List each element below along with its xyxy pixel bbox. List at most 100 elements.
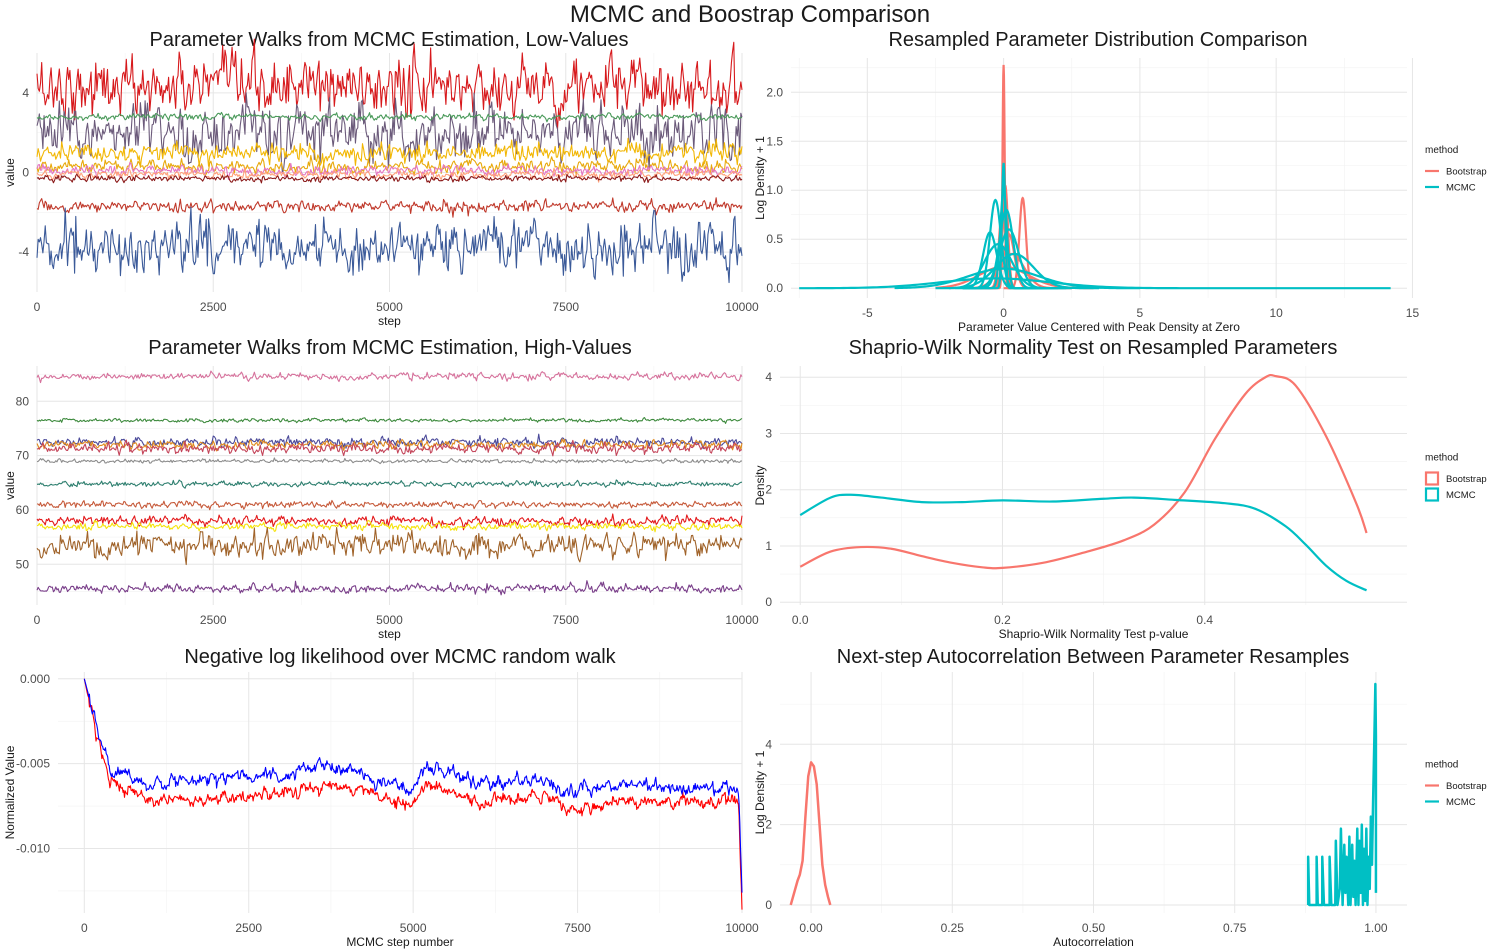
series-group bbox=[799, 373, 1368, 592]
x-tick-label: 10000 bbox=[725, 300, 759, 314]
y-tick-label: 70 bbox=[16, 449, 30, 463]
series-group bbox=[36, 370, 743, 596]
y-axis-label: value bbox=[3, 471, 17, 500]
series-group bbox=[36, 38, 743, 284]
x-tick-label: 7500 bbox=[552, 300, 579, 314]
x-axis-label: Shaprio-Wilk Normality Test p-value bbox=[999, 627, 1189, 641]
y-tick-label: 2 bbox=[765, 818, 772, 832]
legend-label-mcmc: MCMC bbox=[1446, 797, 1476, 808]
series-line-3 bbox=[36, 438, 743, 452]
chart-title: Parameter Walks from MCMC Estimation, Lo… bbox=[149, 29, 628, 51]
density-curve-mcmc bbox=[949, 243, 1072, 290]
y-tick-label: 80 bbox=[16, 394, 30, 408]
series-line-0 bbox=[799, 373, 1368, 570]
legend-title: method bbox=[1425, 145, 1458, 156]
series-line-11 bbox=[36, 580, 743, 596]
series-line-1 bbox=[799, 493, 1368, 592]
series-line-4 bbox=[36, 439, 743, 457]
legend-key-bootstrap bbox=[1424, 471, 1440, 486]
series-line-1 bbox=[36, 417, 743, 424]
y-tick-label: 1.0 bbox=[766, 183, 783, 197]
series-line-0 bbox=[83, 678, 743, 910]
chart-title: Next-step Autocorrelation Between Parame… bbox=[837, 646, 1349, 668]
x-tick-label: 0.4 bbox=[1196, 613, 1213, 627]
legend-key-mcmc bbox=[1424, 487, 1440, 502]
series-line-5 bbox=[36, 457, 743, 465]
y-tick-label: 60 bbox=[16, 503, 30, 517]
x-tick-label: -5 bbox=[862, 306, 873, 320]
series-line-9 bbox=[36, 519, 743, 533]
series-line-7 bbox=[36, 499, 743, 511]
y-tick-label: 2 bbox=[765, 483, 772, 497]
main-title: MCMC and Boostrap Comparison bbox=[569, 1, 931, 28]
x-tick-label: 10000 bbox=[725, 921, 759, 935]
series-line-7 bbox=[36, 173, 743, 184]
y-tick-label: -0.005 bbox=[16, 757, 50, 771]
y-tick-label: 2.0 bbox=[766, 85, 783, 99]
series-line-1 bbox=[1306, 682, 1378, 907]
series-line-2 bbox=[36, 111, 743, 123]
x-tick-label: 0 bbox=[34, 613, 41, 627]
x-axis-label: step bbox=[378, 314, 401, 328]
series-line-0 bbox=[36, 370, 743, 384]
y-tick-label: 3 bbox=[765, 426, 772, 440]
x-tick-label: 0.00 bbox=[799, 921, 823, 935]
chart-title: Negative log likelihood over MCMC random… bbox=[184, 646, 616, 668]
x-tick-label: 0.75 bbox=[1223, 921, 1247, 935]
x-tick-label: 7500 bbox=[552, 613, 579, 627]
x-tick-label: 2500 bbox=[235, 921, 262, 935]
y-tick-label: 4 bbox=[22, 86, 29, 100]
series-line-1 bbox=[83, 678, 743, 893]
x-tick-label: 2500 bbox=[200, 300, 227, 314]
series-line-8 bbox=[36, 197, 743, 218]
x-tick-label: 15 bbox=[1406, 306, 1420, 320]
y-tick-label: 4 bbox=[765, 370, 772, 384]
x-axis-label: Autocorrelation bbox=[1053, 935, 1134, 949]
legend-label-mcmc: MCMC bbox=[1446, 490, 1476, 501]
y-axis-label: Normalized Value bbox=[3, 745, 17, 839]
x-axis-label: Parameter Value Centered with Peak Densi… bbox=[958, 320, 1240, 334]
y-axis-label: Log Density + 1 bbox=[753, 750, 767, 834]
series-line-3 bbox=[36, 137, 743, 168]
x-axis-label: step bbox=[378, 627, 401, 641]
x-tick-label: 5 bbox=[1137, 306, 1144, 320]
series-line-10 bbox=[36, 526, 743, 566]
density-curve-mcmc bbox=[799, 277, 1391, 290]
y-tick-label: 4 bbox=[765, 737, 772, 751]
legend-label-bootstrap: Bootstrap bbox=[1446, 167, 1487, 178]
x-tick-label: 0.2 bbox=[994, 613, 1011, 627]
x-tick-label: 0 bbox=[1000, 306, 1007, 320]
y-axis-label: Log Density + 1 bbox=[753, 136, 767, 220]
x-tick-label: 0.0 bbox=[792, 613, 809, 627]
x-tick-label: 2500 bbox=[200, 613, 227, 627]
series-line-0 bbox=[36, 38, 743, 130]
y-axis-label: value bbox=[3, 158, 17, 187]
legend-title: method bbox=[1425, 453, 1458, 464]
y-tick-label: 0 bbox=[765, 898, 772, 912]
series-line-5 bbox=[36, 161, 743, 181]
density-curve-mcmc bbox=[935, 252, 1099, 290]
y-axis-label: Density bbox=[753, 465, 767, 505]
x-tick-label: 5000 bbox=[400, 921, 427, 935]
x-tick-label: 5000 bbox=[376, 613, 403, 627]
chart-title: Resampled Parameter Distribution Compari… bbox=[888, 29, 1307, 51]
x-tick-label: 10000 bbox=[725, 613, 759, 627]
y-tick-label: 0.0 bbox=[766, 281, 783, 295]
x-tick-label: 0 bbox=[34, 300, 41, 314]
series-group bbox=[83, 678, 743, 910]
series-line-8 bbox=[36, 513, 743, 531]
y-tick-label: 0.5 bbox=[766, 232, 783, 246]
x-axis-label: MCMC step number bbox=[346, 935, 453, 949]
y-tick-label: -0.010 bbox=[16, 842, 50, 856]
x-tick-label: 7500 bbox=[564, 921, 591, 935]
y-tick-label: 1.5 bbox=[766, 134, 783, 148]
x-tick-label: 10 bbox=[1269, 306, 1283, 320]
y-tick-label: 50 bbox=[16, 557, 30, 571]
legend-label-bootstrap: Bootstrap bbox=[1446, 781, 1487, 792]
x-tick-label: 0.50 bbox=[1082, 921, 1106, 935]
